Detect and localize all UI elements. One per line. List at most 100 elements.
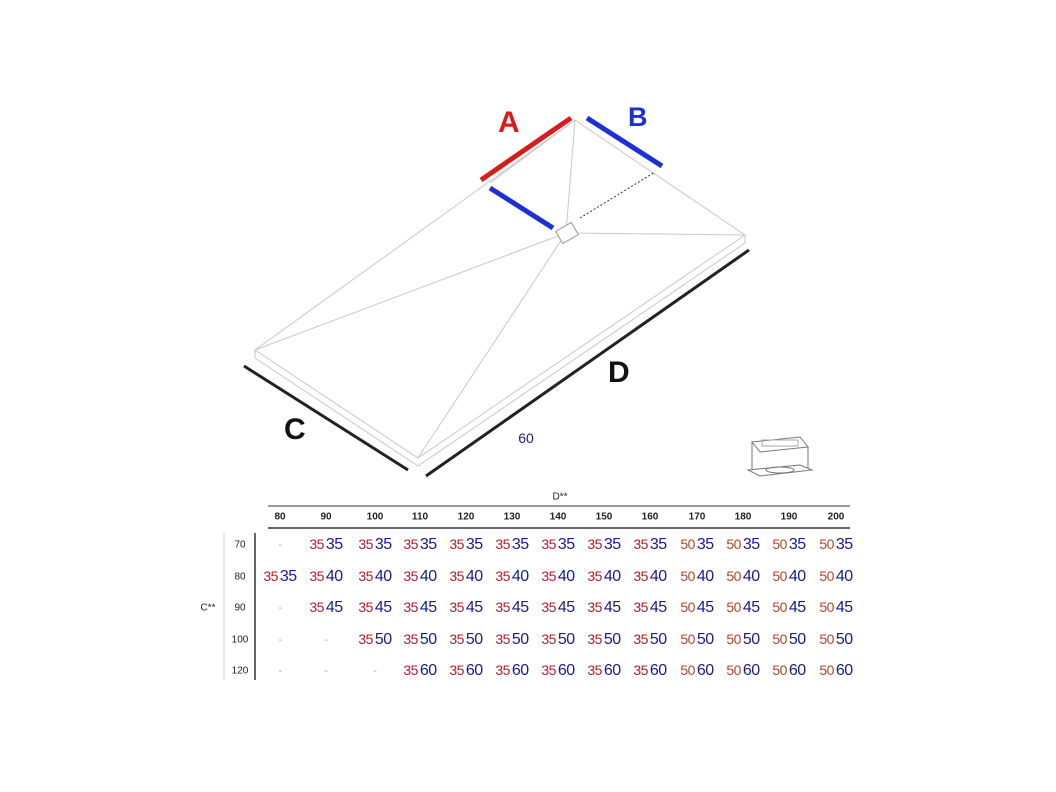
value-a: 35 — [449, 631, 464, 647]
table-cell: 50 35 — [726, 536, 760, 554]
value-a: 35 — [587, 662, 602, 678]
value-b: 60 — [557, 662, 575, 679]
dimension-b-line — [585, 115, 664, 169]
value-a: 50 — [819, 662, 834, 678]
value-b: 60 — [742, 662, 760, 679]
value-b: 40 — [788, 568, 806, 585]
column-label: 80 — [274, 511, 286, 523]
table-cell: 35 45 — [587, 599, 621, 617]
row-header: C** — [200, 602, 216, 614]
value-b: 35 — [742, 536, 760, 553]
table-cell: 50 50 — [772, 631, 806, 649]
value-b: 60 — [788, 662, 806, 679]
value-b: 60 — [511, 662, 529, 679]
value-a: 35 — [358, 536, 373, 552]
value-b: 35 — [603, 536, 621, 553]
table-cell: 35 45 — [403, 599, 437, 617]
value-a: 35 — [358, 631, 373, 647]
value-a: 50 — [726, 662, 741, 678]
value-a: 35 — [587, 631, 602, 647]
value-b: 50 — [511, 631, 529, 648]
value-a: 35 — [587, 536, 602, 552]
value-b: 40 — [557, 568, 575, 585]
value-a: 35 — [263, 568, 278, 584]
table-cell: 35 50 — [633, 631, 667, 649]
value-b: 40 — [603, 568, 621, 585]
table-cell: 35 40 — [495, 568, 529, 586]
row-label: 120 — [231, 665, 249, 677]
table-cell: 35 60 — [633, 662, 667, 680]
dimension-d-line — [425, 248, 750, 478]
value-a: 35 — [541, 631, 556, 647]
table-cell: 50 35 — [680, 536, 714, 554]
tray-outline — [254, 119, 746, 459]
drain-line-back — [565, 119, 576, 234]
value-a: 50 — [726, 631, 741, 647]
table-cell: 35 45 — [449, 599, 483, 617]
value-a: 50 — [680, 662, 695, 678]
table-cell: 35 35 — [587, 536, 621, 554]
tray-back-edge — [489, 119, 576, 184]
value-a: 50 — [772, 631, 787, 647]
value-b: 45 — [419, 599, 437, 616]
dimension-b-line-2 — [488, 185, 555, 231]
value-b: 50 — [557, 631, 575, 648]
column-label: 170 — [688, 511, 706, 523]
table-cell: - — [373, 665, 377, 677]
table-cell: 35 35 — [633, 536, 667, 554]
value-a: 35 — [449, 662, 464, 678]
value-b: 45 — [696, 599, 714, 616]
table-cell: 35 35 — [403, 536, 437, 554]
tray-front-edge — [254, 235, 746, 467]
table-cell: 35 45 — [309, 599, 343, 617]
value-b: 60 — [465, 662, 483, 679]
row-label: 90 — [234, 602, 246, 614]
table-cell: - — [278, 602, 282, 614]
value-a: 50 — [680, 536, 695, 552]
drain-line-right — [565, 232, 746, 236]
column-label: 150 — [595, 511, 613, 523]
value-b: 35 — [788, 536, 806, 553]
column-label: 100 — [366, 511, 384, 523]
table-cell: - — [278, 634, 282, 646]
value-b: 60 — [649, 662, 667, 679]
value-b: 60 — [603, 662, 621, 679]
table-cell: 35 45 — [633, 599, 667, 617]
label-c: C — [284, 413, 306, 446]
table-cell: 35 40 — [587, 568, 621, 586]
value-a: 35 — [403, 536, 418, 552]
table-rules — [223, 505, 850, 680]
value-b: 35 — [325, 536, 343, 553]
value-b: 35 — [696, 536, 714, 553]
table-cell: 35 40 — [358, 568, 392, 586]
value-b: 35 — [511, 536, 529, 553]
value-b: 35 — [835, 536, 853, 553]
value-a: 35 — [403, 631, 418, 647]
value-b: 40 — [511, 568, 529, 585]
value-b: 35 — [374, 536, 392, 553]
value-b: 50 — [649, 631, 667, 648]
drain-line-front — [417, 232, 567, 459]
column-label: 200 — [827, 511, 845, 523]
row-label: 100 — [231, 634, 249, 646]
column-label: 110 — [411, 511, 429, 523]
value-b: 60 — [419, 662, 437, 679]
value-a: 35 — [358, 568, 373, 584]
value-b: 40 — [835, 568, 853, 585]
dimension-c-line — [243, 364, 409, 472]
value-a: 35 — [587, 599, 602, 615]
label-d: D — [608, 356, 630, 389]
value-a: 50 — [819, 599, 834, 615]
value-a: 50 — [680, 568, 695, 584]
value-a: 35 — [403, 662, 418, 678]
value-b: 45 — [325, 599, 343, 616]
table-cell: 50 40 — [680, 568, 714, 586]
value-a: 35 — [449, 568, 464, 584]
value-b: 35 — [557, 536, 575, 553]
value-a: 50 — [680, 599, 695, 615]
value-b: 40 — [325, 568, 343, 585]
value-b: 45 — [374, 599, 392, 616]
value-a: 35 — [495, 568, 510, 584]
